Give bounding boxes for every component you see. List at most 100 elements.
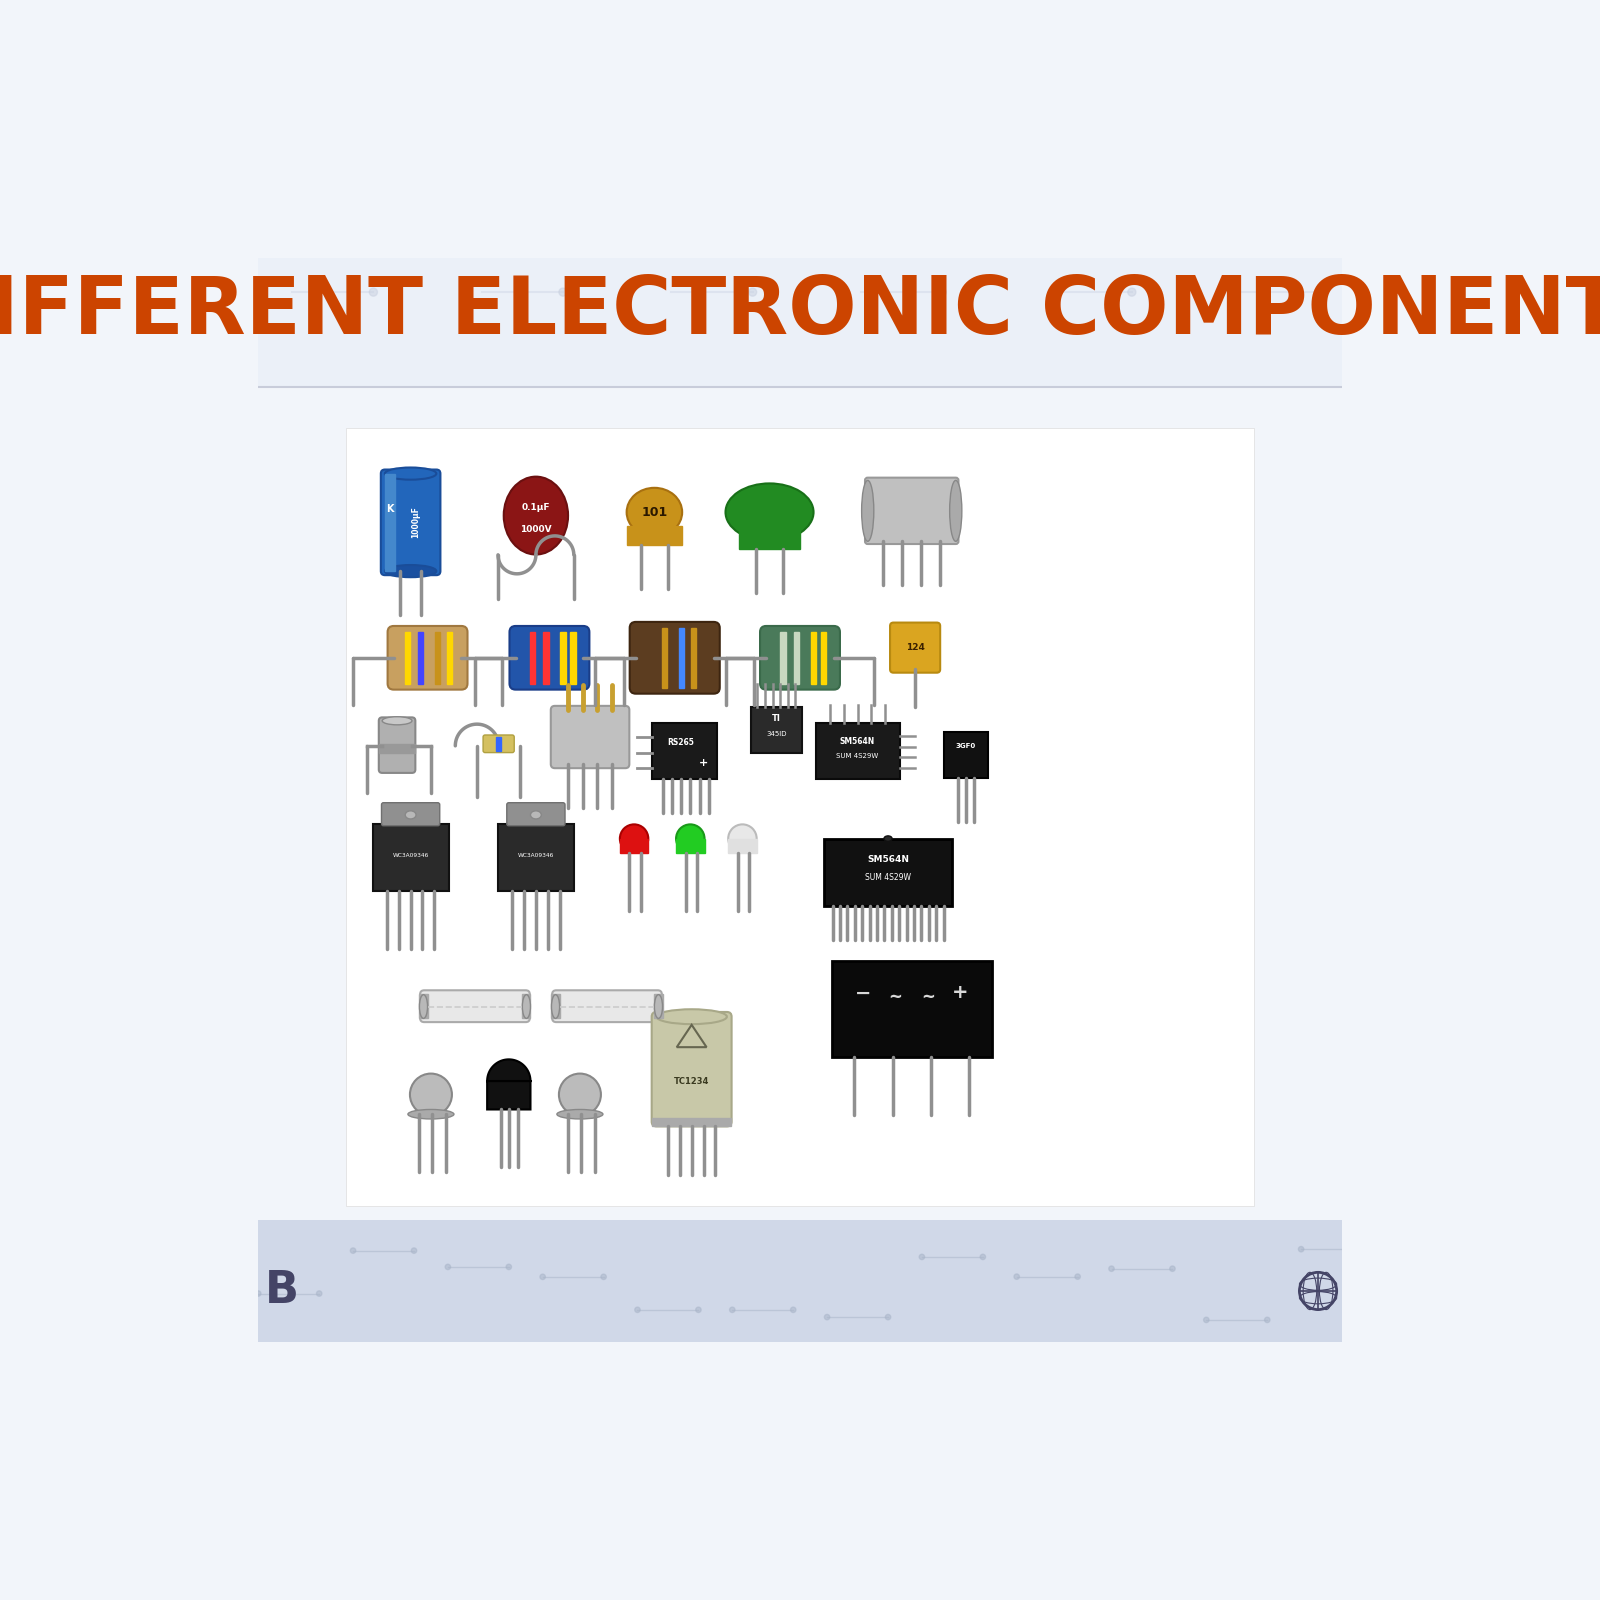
FancyBboxPatch shape [381, 803, 440, 826]
Bar [446, 632, 451, 683]
Bar [678, 627, 685, 688]
Circle shape [1360, 1246, 1365, 1251]
Circle shape [635, 1307, 640, 1312]
Ellipse shape [950, 480, 962, 541]
FancyBboxPatch shape [550, 706, 629, 768]
FancyBboxPatch shape [552, 990, 662, 1022]
Ellipse shape [883, 835, 893, 842]
Circle shape [885, 1314, 891, 1320]
Ellipse shape [504, 477, 568, 555]
Polygon shape [258, 1219, 1342, 1342]
Text: SUM 4S29W: SUM 4S29W [837, 754, 878, 758]
Bar [739, 526, 800, 549]
Ellipse shape [386, 565, 437, 578]
Polygon shape [486, 1059, 531, 1109]
FancyBboxPatch shape [760, 626, 840, 690]
Text: RS265: RS265 [667, 738, 694, 747]
Text: SUM 4S29W: SUM 4S29W [866, 874, 910, 882]
Text: 1000V: 1000V [520, 525, 552, 534]
FancyBboxPatch shape [421, 990, 530, 1022]
FancyBboxPatch shape [816, 723, 899, 779]
Text: 3GF0: 3GF0 [955, 742, 976, 749]
Ellipse shape [405, 811, 416, 819]
Circle shape [370, 288, 378, 296]
Bar [522, 994, 531, 1018]
Circle shape [1299, 1246, 1304, 1251]
Bar [627, 526, 682, 544]
FancyBboxPatch shape [890, 622, 941, 672]
Circle shape [1317, 288, 1325, 296]
Bar [386, 474, 395, 571]
Text: ~: ~ [888, 987, 902, 1005]
Polygon shape [258, 258, 1342, 387]
Bar [552, 994, 560, 1018]
FancyBboxPatch shape [483, 734, 514, 752]
Circle shape [256, 1291, 261, 1296]
Ellipse shape [552, 995, 560, 1018]
Bar [435, 632, 440, 683]
Ellipse shape [408, 1109, 454, 1118]
Circle shape [730, 1307, 734, 1312]
Circle shape [350, 1248, 355, 1253]
Text: WC3A09346: WC3A09346 [518, 853, 554, 858]
Bar [405, 632, 410, 683]
Text: WC3A09346: WC3A09346 [392, 853, 429, 858]
Ellipse shape [677, 824, 704, 853]
Text: TC1234: TC1234 [674, 1077, 709, 1085]
FancyBboxPatch shape [651, 1011, 731, 1126]
Ellipse shape [656, 1010, 726, 1024]
Circle shape [1075, 1274, 1080, 1280]
Bar [794, 632, 800, 683]
Text: +: + [952, 984, 968, 1003]
Text: 124: 124 [906, 643, 925, 653]
Circle shape [411, 1248, 416, 1253]
Bar [677, 838, 704, 853]
Ellipse shape [558, 1074, 602, 1115]
FancyBboxPatch shape [750, 707, 802, 752]
Ellipse shape [862, 480, 874, 541]
Ellipse shape [419, 995, 427, 1018]
Circle shape [696, 1307, 701, 1312]
Ellipse shape [619, 824, 648, 853]
Circle shape [317, 1291, 322, 1296]
Ellipse shape [386, 467, 437, 480]
Circle shape [790, 1307, 795, 1312]
Text: B: B [266, 1269, 299, 1312]
Ellipse shape [382, 717, 411, 725]
FancyBboxPatch shape [824, 838, 952, 906]
FancyBboxPatch shape [653, 723, 717, 779]
Bar [821, 632, 827, 683]
Circle shape [506, 1264, 512, 1270]
FancyBboxPatch shape [498, 824, 574, 891]
Bar [571, 632, 576, 683]
Text: 0.1μF: 0.1μF [522, 502, 550, 512]
Circle shape [749, 288, 757, 296]
Ellipse shape [557, 1109, 603, 1118]
Circle shape [1109, 1266, 1114, 1272]
FancyBboxPatch shape [381, 469, 440, 574]
Bar [544, 632, 549, 683]
FancyBboxPatch shape [866, 478, 958, 544]
Circle shape [938, 288, 946, 296]
FancyBboxPatch shape [630, 622, 720, 694]
Ellipse shape [522, 995, 531, 1018]
Circle shape [1170, 1266, 1174, 1272]
Bar [419, 994, 427, 1018]
Text: K: K [387, 504, 394, 514]
Ellipse shape [410, 1074, 451, 1115]
Bar [418, 632, 424, 683]
Bar [811, 632, 816, 683]
Ellipse shape [725, 483, 813, 541]
Circle shape [1128, 288, 1136, 296]
Circle shape [602, 1274, 606, 1280]
FancyBboxPatch shape [379, 717, 416, 773]
Text: 1000μF: 1000μF [411, 507, 421, 538]
Circle shape [1264, 1317, 1270, 1323]
Bar [662, 627, 667, 688]
Bar [379, 744, 414, 752]
Bar [654, 994, 662, 1018]
Bar [560, 632, 566, 683]
FancyBboxPatch shape [507, 803, 565, 826]
FancyBboxPatch shape [832, 962, 992, 1058]
Text: 101: 101 [642, 506, 667, 518]
